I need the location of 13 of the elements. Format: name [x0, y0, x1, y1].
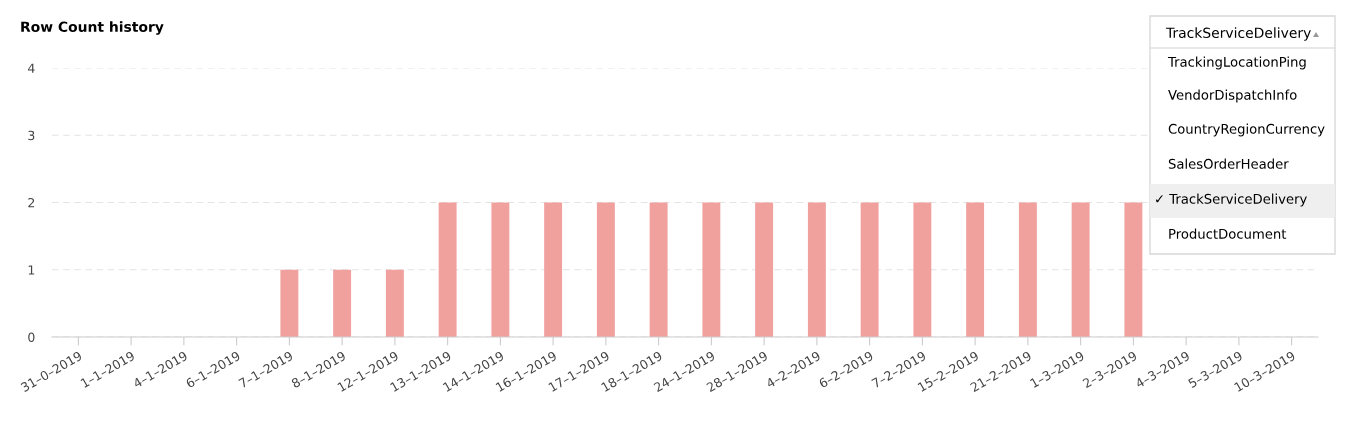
y-tick-label: 3: [28, 130, 35, 141]
annotation: TrackingLocationPing: [1167, 56, 1306, 70]
y-tick-label: 4: [27, 63, 35, 73]
annotation: ProductDocument: [1169, 228, 1287, 239]
annotation: ✓ TrackServiceDelivery: [1155, 193, 1307, 207]
annotation: CountryRegionCurrency: [1168, 123, 1325, 137]
annotation: VendorDispatchInfo: [1168, 89, 1297, 103]
y-tick-label: 2: [28, 197, 35, 208]
chart-title: Row Count history: [21, 21, 164, 35]
y-tick-label: 1: [28, 265, 35, 275]
y-tick-label: 0: [28, 332, 35, 342]
annotation: SalesOrderHeader: [1168, 158, 1289, 169]
text: TrackServiceDelivery: [1165, 27, 1311, 41]
